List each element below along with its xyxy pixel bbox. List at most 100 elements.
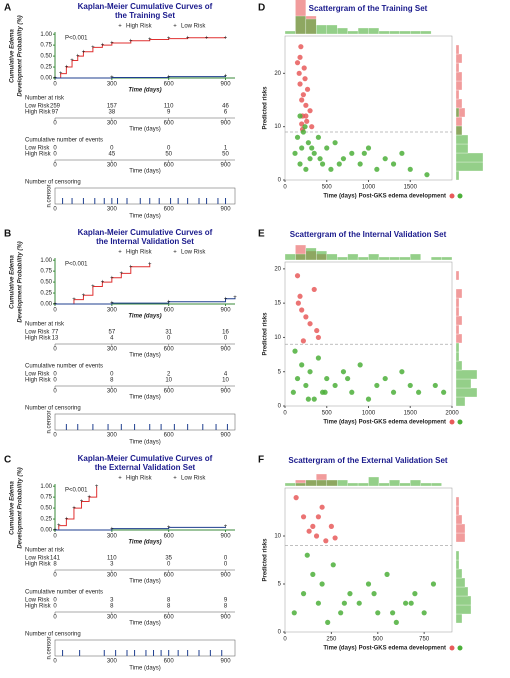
table-x-label: Time (days): [129, 353, 160, 359]
table-value: 50: [222, 152, 229, 158]
point: [416, 389, 422, 395]
table-tick-label: 0: [53, 615, 57, 621]
marginal-histogram: [455, 315, 463, 326]
x-tick-label: 500: [322, 185, 333, 191]
legend-label: Low Risk: [181, 250, 206, 256]
marginal-histogram: [455, 360, 463, 371]
marginal-histogram: [455, 559, 460, 570]
x-axis-label: Time (days): [323, 646, 356, 652]
point: [300, 338, 306, 344]
table-value: 8: [167, 604, 171, 610]
point: [315, 600, 321, 606]
table-value: 13: [52, 336, 59, 342]
censor-mark: +: [110, 526, 114, 532]
marginal-histogram: [378, 30, 390, 35]
x-tick-label: 500: [322, 411, 333, 417]
table-value: 110: [107, 556, 117, 562]
censor-mark: +: [70, 58, 74, 64]
marginal-histogram: [455, 288, 463, 299]
marginal-histogram: [347, 253, 359, 261]
marginal-histogram: [284, 482, 296, 487]
panel-label: E: [258, 229, 265, 240]
table-value: 0: [167, 336, 171, 342]
point: [407, 166, 413, 172]
censor-mark: +: [167, 36, 171, 42]
censor-mark: +: [91, 45, 95, 51]
point: [311, 396, 317, 402]
table-value: 8: [110, 378, 114, 384]
censor-mark: +: [95, 484, 99, 490]
x-tick-label: 750: [419, 637, 430, 643]
y-tick-label: 0: [278, 404, 282, 410]
table-tick-label: 900: [221, 573, 232, 579]
chart-title: the Internal Validation Set: [96, 237, 194, 246]
y-tick-label: 10: [274, 534, 281, 540]
table-tick-label: 600: [164, 163, 175, 169]
point: [424, 172, 430, 178]
marginal-histogram: [347, 30, 359, 35]
marginal-histogram: [455, 152, 484, 163]
table-title: Number at risk: [25, 322, 65, 328]
censor-y-label: n.censor: [47, 636, 53, 659]
censor-mark: +: [101, 280, 105, 286]
panel-label: A: [4, 3, 11, 14]
y-tick-label: 1.00: [40, 32, 52, 38]
table-row-label: Low Risk: [25, 556, 50, 562]
point: [307, 156, 313, 162]
table-tick-label: 0: [53, 163, 57, 169]
marginal-histogram: [455, 71, 463, 82]
legend-marker: +: [173, 250, 177, 256]
marginal-histogram: [455, 62, 460, 73]
table-row-label: High Risk: [25, 604, 52, 610]
table-tick-label: 0: [53, 347, 57, 353]
legend-marker: +: [173, 476, 177, 482]
point: [307, 321, 313, 327]
table-tick-label: 900: [221, 121, 232, 127]
point: [297, 54, 303, 60]
legend-marker: [449, 419, 455, 425]
table-row-label: High Risk: [25, 110, 52, 116]
table-value: 8: [110, 604, 114, 610]
y-tick-label: 0.75: [40, 269, 52, 275]
point: [393, 619, 399, 626]
point: [303, 113, 309, 119]
x-tick-label: 1500: [404, 411, 418, 417]
table-row-label: High Risk: [25, 378, 52, 384]
legend-label: High Risk: [126, 250, 153, 256]
censor-mark: +: [205, 35, 209, 41]
censor-mark: +: [120, 271, 124, 277]
marginal-histogram: [378, 256, 390, 261]
x-tick-label: 0: [53, 308, 57, 314]
table-tick-label: 0: [53, 389, 57, 395]
censor-mark: +: [72, 297, 76, 303]
x-tick-label: 0: [53, 82, 57, 88]
marginal-histogram: [410, 253, 421, 261]
x-axis-label: Time (days): [128, 540, 161, 546]
marginal-histogram: [410, 30, 421, 35]
table-value: 3: [110, 598, 114, 604]
point: [341, 600, 347, 606]
table-tick-label: 900: [221, 389, 232, 395]
marginal-histogram: [295, 482, 307, 487]
point: [332, 382, 338, 389]
table-value: 0: [110, 372, 114, 378]
point: [374, 166, 380, 172]
marginal-histogram: [368, 476, 380, 487]
y-axis-label: Cumulative Edema: [10, 254, 16, 308]
point: [357, 161, 363, 167]
table-title: Cumulative number of events: [25, 364, 103, 370]
point: [303, 314, 309, 320]
table-value: 4: [224, 372, 228, 378]
point: [356, 600, 362, 606]
point: [304, 118, 310, 124]
marginal-histogram: [389, 256, 400, 261]
marginal-histogram: [378, 482, 390, 487]
y-tick-label: 10: [274, 335, 281, 341]
table-tick-label: 300: [107, 347, 118, 353]
marginal-histogram: [455, 342, 460, 353]
point: [299, 145, 305, 151]
point: [340, 156, 347, 162]
point: [300, 514, 307, 520]
marginal-histogram: [357, 256, 369, 261]
